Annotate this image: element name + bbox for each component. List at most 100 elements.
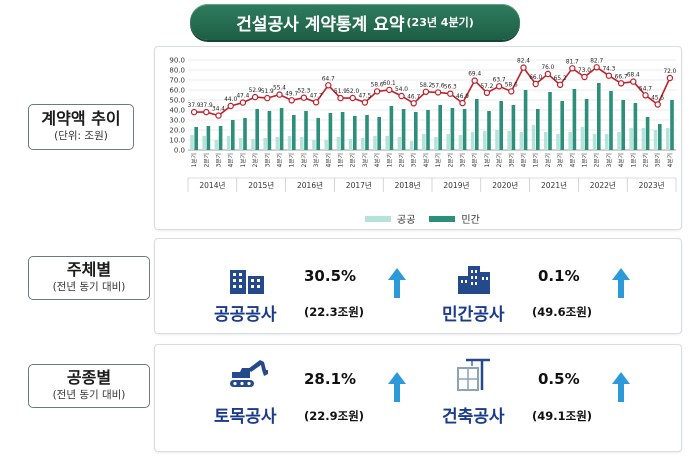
- subject-label-box: 주체별 (전년 동기 대비): [28, 256, 150, 300]
- total-point: [459, 99, 466, 107]
- x-tick-label: 2분기: [544, 153, 552, 167]
- total-point: [617, 80, 625, 87]
- total-point: [654, 101, 661, 108]
- stat-building-amount: (49.1조원): [532, 409, 593, 423]
- bar-private: [536, 109, 540, 150]
- bar-public: [263, 138, 267, 150]
- bar-public: [385, 136, 389, 150]
- bar-public: [373, 136, 377, 150]
- y-tick-label: 30.0: [169, 117, 185, 125]
- type-sub: (전년 동기 대비): [52, 389, 126, 401]
- bar-public: [409, 141, 414, 150]
- total-data-label: 57.6: [432, 83, 445, 89]
- y-tick-label: 10.0: [169, 137, 185, 145]
- bar-private: [523, 90, 528, 150]
- total-point: [203, 108, 210, 116]
- x-tick-label: 2분기: [202, 153, 210, 167]
- x-tick-label: 4분기: [471, 153, 479, 167]
- bar-public: [239, 138, 243, 150]
- up-arrow-icon: [612, 268, 630, 298]
- bar-private: [548, 92, 552, 150]
- total-data-label: 46.9: [456, 94, 469, 100]
- bar-public: [361, 138, 365, 150]
- x-tick-label: 3분기: [605, 153, 613, 167]
- x-tick-label: 1분기: [483, 153, 491, 167]
- year-label: 2016년: [297, 180, 323, 190]
- bar-public: [531, 125, 536, 150]
- stat-private-name: 민간공사: [442, 305, 505, 325]
- private-buildings-icon: [458, 266, 490, 294]
- stat-building-pct: 0.5%: [538, 370, 580, 388]
- bar-private: [353, 116, 357, 150]
- x-tick-label: 1분기: [532, 153, 540, 167]
- x-tick-label: 1분기: [434, 153, 442, 167]
- bar-private: [194, 127, 198, 150]
- bar-public: [495, 130, 499, 150]
- year-label: 2022년: [590, 180, 616, 190]
- total-point: [312, 99, 320, 106]
- x-tick-label: 4분기: [227, 153, 235, 167]
- stat-civil-name: 토목공사: [214, 407, 277, 427]
- x-tick-label: 4분기: [568, 153, 576, 167]
- bar-public: [580, 127, 585, 150]
- stat-building-name: 건축공사: [442, 407, 505, 427]
- total-data-label: 74.3: [602, 67, 615, 73]
- x-tick-label: 4분기: [373, 153, 381, 167]
- bar-public: [434, 137, 438, 150]
- total-point: [422, 88, 430, 96]
- y-tick-label: 0.0: [174, 147, 185, 155]
- bar-private: [450, 108, 455, 150]
- total-point: [215, 112, 222, 119]
- stat-civil-amount: (22.9조원): [304, 409, 365, 423]
- bar-public: [617, 132, 621, 150]
- total-data-label: 65.2: [554, 76, 567, 82]
- bar-private: [218, 126, 223, 150]
- up-arrow-icon: [388, 268, 406, 298]
- y-tick-label: 20.0: [169, 127, 185, 135]
- page-subtitle: (23년 4분기): [406, 16, 474, 29]
- x-tick-label: 1분기: [239, 153, 247, 167]
- bar-private: [511, 105, 516, 150]
- total-point: [325, 82, 332, 89]
- stat-public-pct: 30.5%: [304, 267, 357, 285]
- trend-label-box: 계약액 추이 (단위: 조원): [28, 104, 134, 150]
- bar-private: [267, 111, 272, 150]
- total-data-label: 51.9: [334, 89, 347, 95]
- bar-public: [641, 128, 646, 150]
- total-data-label: 60.1: [383, 81, 396, 87]
- bar-public: [422, 134, 426, 150]
- bar-public: [202, 136, 206, 150]
- x-tick-label: 3분기: [556, 153, 564, 167]
- total-data-label: 82.4: [517, 59, 530, 65]
- legend-private-swatch: [429, 215, 456, 222]
- x-tick-label: 3분기: [410, 153, 418, 167]
- total-point: [630, 78, 637, 85]
- bar-private: [377, 117, 381, 150]
- bar-public: [470, 132, 475, 150]
- bar-public: [397, 137, 402, 150]
- total-data-label: 58.6: [505, 82, 518, 88]
- bar-private: [304, 111, 308, 150]
- contract-trend-chart: 0.0 10.0 20.0 30.0 40.0 50.0 60.0 70.0 80.0 90.0 3…: [169, 57, 677, 192]
- total-point: [337, 94, 344, 102]
- type-label: 공종별: [66, 368, 112, 387]
- total-data-label: 57.2: [480, 84, 493, 90]
- total-point: [264, 94, 271, 102]
- total-data-label: 68.4: [627, 73, 640, 79]
- bar-private: [499, 101, 503, 150]
- x-tick-label: 4분기: [324, 153, 332, 167]
- total-data-label: 52.9: [249, 88, 262, 94]
- bar-private: [645, 117, 650, 150]
- bar-public: [605, 134, 609, 150]
- total-data-label: 45.5: [651, 96, 664, 102]
- bar-public: [483, 131, 487, 150]
- total-point: [361, 99, 369, 106]
- total-point: [483, 89, 491, 97]
- bar-private: [414, 112, 418, 150]
- bar-private: [487, 111, 491, 150]
- year-label: 2021년: [541, 180, 567, 190]
- total-point: [190, 108, 198, 116]
- x-tick-label: 3분기: [654, 153, 662, 167]
- total-line: [194, 66, 671, 117]
- year-label: 2023년: [639, 180, 665, 190]
